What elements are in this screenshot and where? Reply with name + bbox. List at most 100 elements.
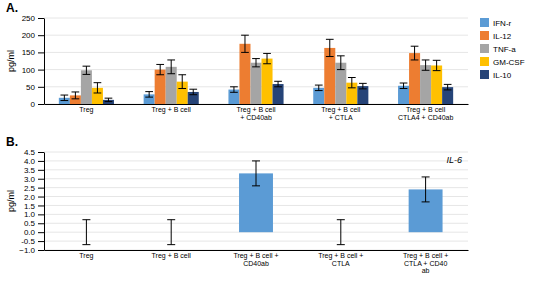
error-bar-stem xyxy=(171,220,172,245)
error-bar-cap xyxy=(167,219,175,220)
bar xyxy=(357,86,368,104)
y-tick: 1.5 xyxy=(24,202,44,211)
error-bar xyxy=(337,220,345,245)
error-bar xyxy=(178,75,186,89)
error-bar-stem xyxy=(351,78,352,88)
y-tick-label: 0 xyxy=(31,100,36,109)
y-tick-line xyxy=(38,179,44,180)
x-tick: Treg + B cell xyxy=(152,250,192,260)
error-bar xyxy=(60,95,68,101)
bar xyxy=(250,63,261,104)
y-tick-label: 0.0 xyxy=(24,228,36,237)
error-bar xyxy=(400,83,408,89)
error-bar-cap xyxy=(411,59,419,60)
error-bar-cap xyxy=(167,73,175,74)
y-tick-line xyxy=(38,205,44,206)
x-tick-label: Treg + B cell+ CTLA xyxy=(321,106,361,121)
x-tick-label-line: + CTLA xyxy=(329,114,353,121)
error-bar-cap xyxy=(348,87,356,88)
error-bar-stem xyxy=(182,75,183,89)
error-bar-stem xyxy=(425,177,426,202)
error-bar-cap xyxy=(252,58,260,59)
grid-line xyxy=(44,35,468,36)
y-axis: −1.0-0.50.00.51.01.52.02.53.03.54.04.5 xyxy=(19,148,44,255)
grid-line xyxy=(44,152,468,153)
error-bar xyxy=(105,98,113,101)
x-tick-label: Treg + B cell +CD40ab xyxy=(233,252,278,267)
x-tick: Treg xyxy=(79,104,93,114)
error-bar-stem xyxy=(329,39,330,56)
error-bar-cap xyxy=(167,244,175,245)
grid-line xyxy=(44,160,468,161)
legend-item: TNF-a xyxy=(480,44,516,54)
y-tick-line xyxy=(38,223,44,224)
error-bar xyxy=(145,92,153,98)
error-bar-cap xyxy=(189,89,197,90)
error-bar xyxy=(230,87,238,93)
y-tick: 4.0 xyxy=(24,157,44,166)
y-tick: 0.5 xyxy=(24,219,44,228)
plot-area xyxy=(82,161,442,245)
error-bar xyxy=(94,83,102,93)
legend-label: TNF-a xyxy=(493,45,516,54)
error-bar-cap xyxy=(422,59,430,60)
y-axis-title: pg/ml xyxy=(6,50,16,72)
y-tick-label: 50 xyxy=(26,83,35,92)
y-tick-line xyxy=(38,188,44,189)
error-bar-stem xyxy=(278,81,279,87)
series xyxy=(81,56,431,104)
x-axis: TregTreg + B cellTreg + B cell +CD40abTr… xyxy=(45,250,469,274)
x-axis-line xyxy=(45,104,469,105)
x-tick: Treg + B cell xyxy=(152,104,192,114)
y-tick: 150 xyxy=(22,48,44,57)
error-bar xyxy=(252,59,260,67)
x-tick: Treg + B cell +CTLA + CD40ab xyxy=(403,250,448,274)
error-bar xyxy=(348,78,356,88)
error-bar-cap xyxy=(263,53,271,54)
series xyxy=(82,161,442,245)
y-tick-label: 1.5 xyxy=(24,202,36,211)
x-tick: Treg + B cell+ CD40ab xyxy=(236,104,276,121)
x-tick-label: Treg + B cell+ CD40ab xyxy=(236,106,276,121)
error-bar-cap xyxy=(94,92,102,93)
legend-swatch xyxy=(480,31,489,40)
y-axis-title: pg/ml xyxy=(6,190,16,212)
series xyxy=(103,81,453,104)
x-tick-label-line: CTLA4 + CD40ab xyxy=(398,114,454,121)
error-bar-stem xyxy=(267,53,268,63)
error-bar-cap xyxy=(60,100,68,101)
legend-item: IL-12 xyxy=(480,31,512,41)
x-tick-label: Treg + B cellCTLA4 + CD40ab xyxy=(398,106,454,121)
bar xyxy=(273,84,284,104)
x-tick-label-line: Treg + B cell xyxy=(152,106,192,114)
error-bar xyxy=(315,85,323,91)
error-bar-cap xyxy=(105,98,113,99)
bar xyxy=(81,70,92,104)
error-bar-stem xyxy=(75,92,76,99)
error-bar xyxy=(337,56,345,70)
error-bar-cap xyxy=(230,92,238,93)
legend-label: GM-CSF xyxy=(493,58,525,67)
y-axis: 050100150200250 xyxy=(22,14,45,109)
error-bar xyxy=(411,46,419,60)
error-bar-cap xyxy=(145,97,153,98)
legend-item: IL-10 xyxy=(480,70,512,80)
error-bar-stem xyxy=(256,59,257,67)
y-tick: 250 xyxy=(22,14,44,23)
error-bar-cap xyxy=(422,201,430,202)
error-bar-stem xyxy=(414,46,415,60)
error-bar-stem xyxy=(425,60,426,70)
error-bar xyxy=(359,83,367,89)
bar xyxy=(398,86,409,104)
error-bar-cap xyxy=(241,52,249,53)
error-bar xyxy=(72,92,80,99)
error-bar-cap xyxy=(60,95,68,96)
bar xyxy=(420,65,431,104)
y-tick-label: 250 xyxy=(22,14,36,23)
error-bar-cap xyxy=(444,89,452,90)
error-bar xyxy=(82,220,90,245)
x-tick: Treg + B cellCTLA4 + CD40ab xyxy=(398,104,454,121)
error-bar-cap xyxy=(105,101,113,102)
error-bar-stem xyxy=(160,64,161,74)
error-bar-stem xyxy=(436,60,437,70)
